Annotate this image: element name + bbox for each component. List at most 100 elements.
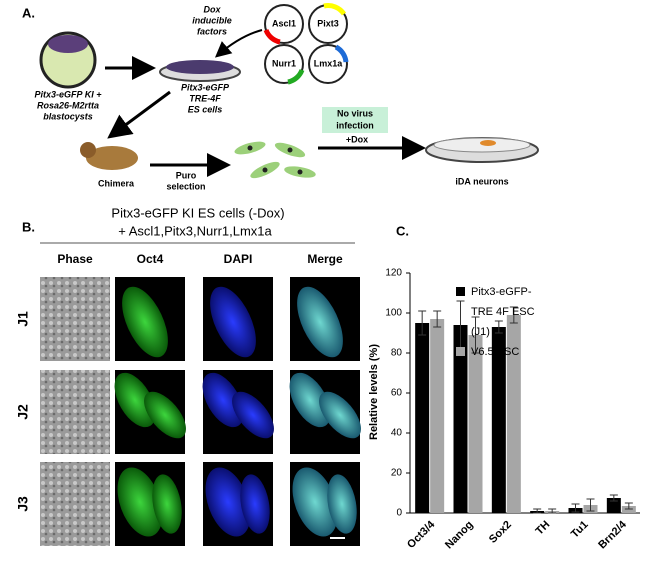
y-tick-label: 20 <box>391 468 403 479</box>
error-bar <box>433 310 442 328</box>
mouse-head <box>80 142 96 158</box>
selection-label: Puro <box>176 170 197 180</box>
error-bar <box>548 508 557 514</box>
x-tick-label: Tu1 <box>569 519 591 541</box>
error-bar <box>471 316 480 354</box>
legend-label: V6.5 ESC <box>471 346 520 358</box>
panel-label: A. <box>22 5 35 20</box>
cell-colony <box>240 474 270 534</box>
legend-entry: Pitx3-eGFP-TRE 4F ESC (J1) <box>456 282 536 342</box>
factor-label: Nurr1 <box>272 58 296 68</box>
vector-cassette <box>334 44 349 63</box>
y-tick-label: 40 <box>391 428 403 439</box>
x-tick-label: Nanog <box>443 519 476 552</box>
factor-label: Pixt3 <box>317 18 339 28</box>
inner-cell-mass <box>48 35 88 53</box>
bar <box>468 335 483 513</box>
factors-title: factors <box>197 26 227 36</box>
y-axis-label: Relative levels (%) <box>368 344 380 440</box>
error-bar <box>418 310 427 336</box>
column-header: DAPI <box>224 252 253 266</box>
nucleus <box>247 145 253 151</box>
vector-cassette <box>323 3 347 16</box>
condition-box <box>322 107 388 133</box>
arrow <box>107 90 171 139</box>
bar <box>606 498 621 513</box>
vector-cassette <box>287 68 305 85</box>
error-bar <box>494 320 503 334</box>
column-header: Merge <box>307 252 343 266</box>
factors-title: inducible <box>192 15 232 25</box>
factor-label: Lmx1a <box>314 58 344 68</box>
vector <box>264 4 304 44</box>
y-tick-label: 100 <box>385 308 402 319</box>
column-header: Oct4 <box>137 252 164 266</box>
row-label: J2 <box>15 404 31 420</box>
es-cells-label: Pitx3-eGFP <box>181 82 230 92</box>
y-tick-label: 60 <box>391 388 403 399</box>
x-tick-label: Brn2/4 <box>596 518 629 551</box>
chimera-label: Chimera <box>98 178 135 188</box>
micrograph <box>40 370 110 454</box>
error-bar <box>571 503 580 513</box>
y-tick-label: 120 <box>385 268 402 279</box>
cell-colony <box>117 467 163 537</box>
blastocyst-label: Pitx3-eGFP KI + <box>35 89 103 99</box>
panel-label: C. <box>396 223 409 238</box>
x-tick-label: TH <box>533 519 552 538</box>
result-label: iDA neurons <box>455 176 508 186</box>
cell-colony <box>289 372 331 428</box>
vector <box>308 44 348 84</box>
blastocyst-label: blastocysts <box>43 111 93 121</box>
x-tick-label: Sox2 <box>487 519 514 546</box>
mouse <box>86 146 138 170</box>
legend-swatch <box>456 347 465 356</box>
cell-colony <box>122 286 168 358</box>
factor-label: Ascl1 <box>272 18 296 28</box>
legend-entry: V6.5 ESC <box>456 342 536 362</box>
es-cells-label: ES cells <box>188 104 223 114</box>
micrograph <box>40 277 110 361</box>
bar <box>453 325 468 513</box>
nucleus <box>287 147 293 153</box>
error-bar <box>586 498 595 512</box>
vector <box>264 44 304 84</box>
cell-colony <box>327 474 357 534</box>
cell-colony <box>205 467 251 537</box>
vectors <box>263 3 349 85</box>
legend-label: Pitx3-eGFP-TRE 4F ESC (J1) <box>471 286 535 338</box>
es-cells-label: TRE-4F <box>189 93 221 103</box>
nucleus <box>297 169 303 175</box>
dish-inner <box>433 137 531 153</box>
cell-colony <box>152 474 182 534</box>
cell-colony <box>292 467 338 537</box>
legend-swatch <box>456 287 465 296</box>
row-label: J3 <box>15 496 31 512</box>
cell-colony <box>297 286 343 358</box>
arrow <box>214 29 263 58</box>
y-tick-label: 0 <box>396 508 402 519</box>
bar <box>491 327 506 513</box>
cell-colony <box>232 391 274 439</box>
cell-colony <box>114 372 156 428</box>
selected-cells <box>234 141 316 179</box>
error-bar <box>509 306 518 324</box>
cell-colony <box>144 391 186 439</box>
condition-label: +Dox <box>346 134 368 144</box>
panel-subtitle: + Ascl1,Pitx3,Nurr1,Lmx1a <box>118 223 272 238</box>
neurons <box>480 140 496 146</box>
error-bar <box>533 508 542 514</box>
vector-cassette <box>263 28 281 45</box>
panel-label: B. <box>22 219 35 234</box>
error-bar <box>609 494 618 502</box>
es-colonies <box>166 60 234 74</box>
x-tick-label: Oct3/4 <box>405 518 438 551</box>
bar <box>415 323 430 513</box>
micrograph <box>40 462 110 546</box>
condition-label: No virus <box>337 108 373 118</box>
condition-label: infection <box>336 120 374 130</box>
column-header: Phase <box>57 252 93 266</box>
row-label: J1 <box>15 311 31 327</box>
factors-title: Dox <box>203 4 221 14</box>
